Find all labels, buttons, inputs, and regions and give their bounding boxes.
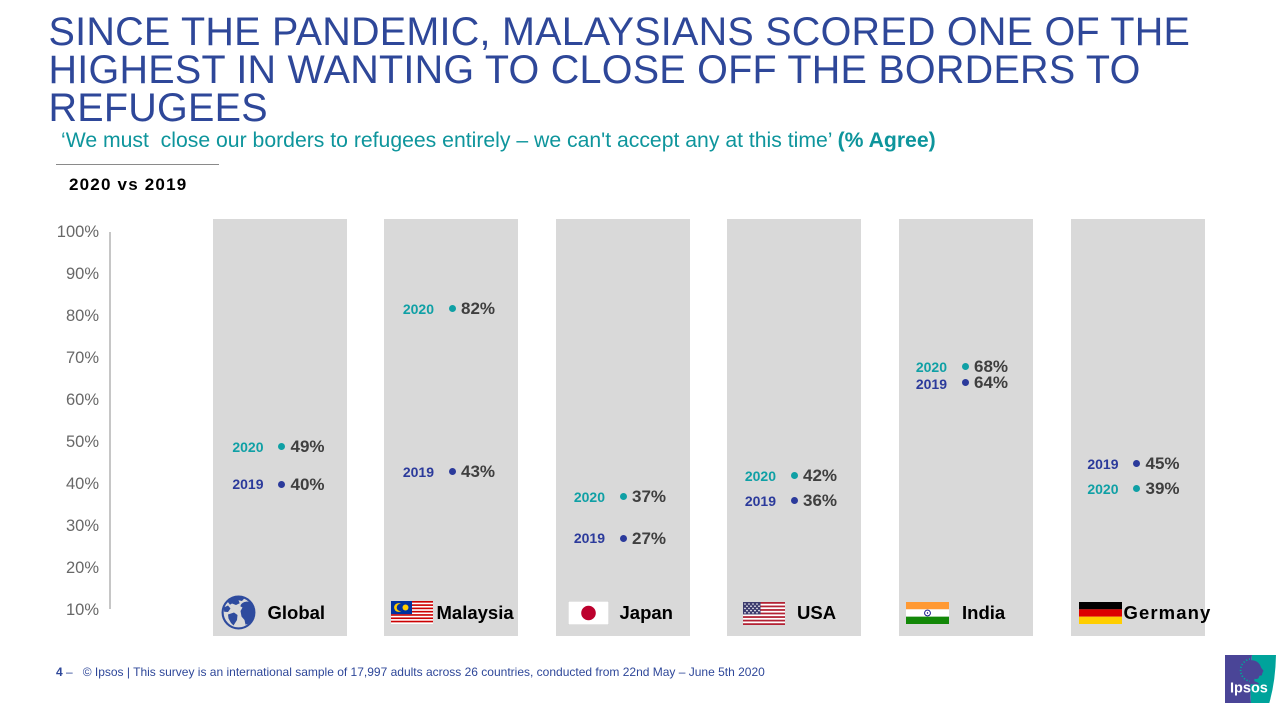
svg-text:Ipsos: Ipsos (1230, 681, 1268, 697)
